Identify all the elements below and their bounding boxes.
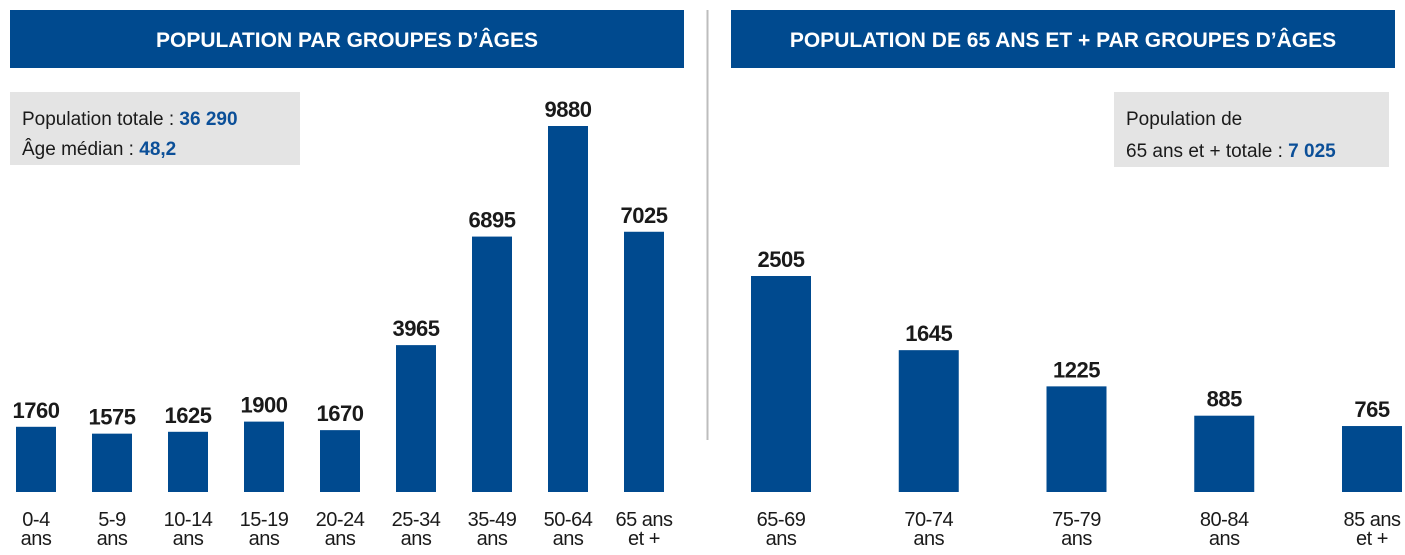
data-label: 1225 xyxy=(1053,357,1100,382)
info-text: Âge médian : 48,2 xyxy=(22,138,176,160)
bar xyxy=(16,426,56,492)
data-label: 1760 xyxy=(13,398,60,423)
info-label: Population de xyxy=(1126,109,1242,130)
x-tick-label: 50-64 xyxy=(544,509,593,531)
data-label: 765 xyxy=(1354,397,1389,422)
x-tick-label: 35-49 xyxy=(468,509,517,531)
data-label: 6895 xyxy=(469,208,516,233)
bar xyxy=(1194,415,1255,492)
bar xyxy=(168,431,208,492)
x-tick-label: ans xyxy=(766,528,797,550)
chart-title: POPULATION DE 65 ANS ET + PAR GROUPES D’… xyxy=(790,28,1336,52)
bar xyxy=(92,433,132,492)
x-tick-label: 0-4 xyxy=(22,509,50,531)
info-label: Âge médian : xyxy=(22,138,134,160)
bar xyxy=(548,126,588,492)
data-label: 2505 xyxy=(758,247,805,272)
x-tick-label: ans xyxy=(173,528,204,550)
x-tick-label: 10-14 xyxy=(164,509,213,531)
x-tick-label: ans xyxy=(477,528,508,550)
bar xyxy=(1342,426,1402,492)
x-tick-label: 85 ans xyxy=(1343,509,1401,531)
bar xyxy=(472,236,512,492)
x-tick-label: ans xyxy=(21,528,52,550)
info-value: 36 290 xyxy=(179,109,237,130)
data-label: 1575 xyxy=(89,405,136,430)
x-tick-label: et + xyxy=(628,528,660,550)
x-tick-label: et + xyxy=(1356,528,1388,550)
bar xyxy=(244,421,284,492)
info-box xyxy=(1114,92,1389,167)
bar xyxy=(320,430,360,492)
info-box xyxy=(10,92,300,165)
info-text: Population totale : 36 290 xyxy=(22,109,238,130)
info-text: 65 ans et + totale : 7 025 xyxy=(1126,141,1336,162)
chart-title: POPULATION PAR GROUPES D’ÂGES xyxy=(156,28,538,52)
header-bar xyxy=(10,10,684,68)
data-label: 3965 xyxy=(393,316,440,341)
x-tick-label: ans xyxy=(401,528,432,550)
x-tick-label: ans xyxy=(1209,528,1240,550)
x-tick-label: 20-24 xyxy=(316,509,365,531)
info-label: Population totale : xyxy=(22,109,174,130)
x-tick-label: ans xyxy=(1061,528,1092,550)
data-label: 1645 xyxy=(905,321,952,346)
x-tick-label: 70-74 xyxy=(904,509,953,531)
x-tick-label: 80-84 xyxy=(1200,509,1249,531)
data-label: 9880 xyxy=(545,97,592,122)
x-tick-label: 75-79 xyxy=(1052,509,1101,531)
info-text: Population de xyxy=(1126,109,1242,130)
data-label: 1670 xyxy=(317,401,364,426)
data-label: 7025 xyxy=(621,203,668,228)
x-tick-label: 65-69 xyxy=(757,509,806,531)
bar xyxy=(898,350,959,492)
x-tick-label: 25-34 xyxy=(392,509,441,531)
info-label: 65 ans et + totale : xyxy=(1126,141,1283,162)
data-label: 1900 xyxy=(241,393,288,418)
x-tick-label: 15-19 xyxy=(240,509,289,531)
bar xyxy=(1046,386,1107,492)
x-tick-label: 65 ans xyxy=(615,509,673,531)
bar xyxy=(751,276,811,492)
x-tick-label: ans xyxy=(97,528,128,550)
x-tick-label: ans xyxy=(325,528,356,550)
data-label: 885 xyxy=(1207,387,1242,412)
x-tick-label: 5-9 xyxy=(98,509,126,531)
x-tick-label: ans xyxy=(913,528,944,550)
bar xyxy=(396,345,436,492)
header-bar xyxy=(731,10,1395,68)
bar xyxy=(624,231,664,492)
info-value: 7 025 xyxy=(1288,141,1336,162)
info-value: 48,2 xyxy=(139,139,176,160)
x-tick-label: ans xyxy=(249,528,280,550)
data-label: 1625 xyxy=(165,403,212,428)
x-tick-label: ans xyxy=(553,528,584,550)
